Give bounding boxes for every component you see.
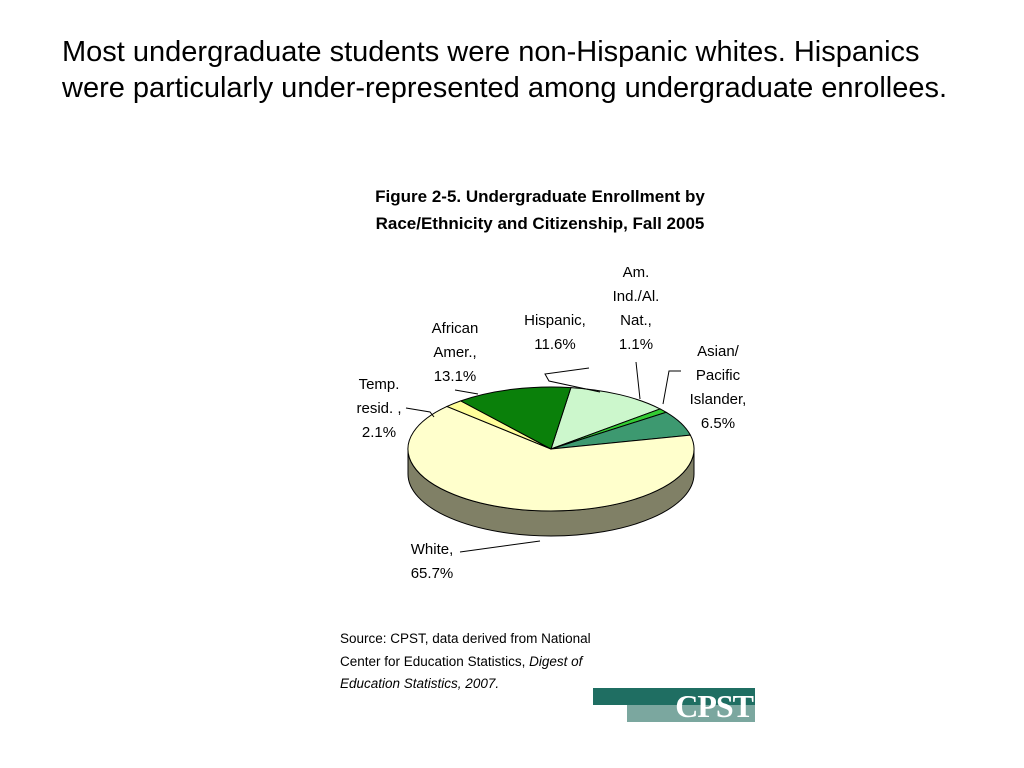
logo-text: CPST (675, 688, 754, 724)
source-text: Source: CPST, data derived from National… (340, 631, 591, 669)
cpst-logo: CPST (593, 688, 755, 723)
leader-line (662, 370, 681, 405)
leader-line (454, 389, 479, 395)
slide-headline: Most undergraduate students were non-His… (62, 36, 948, 104)
slice-label: Am. Ind./Al. Nat., 1.1% (613, 264, 660, 353)
pie-slice-african-amer- (459, 386, 572, 450)
chart-title: Figure 2-5. Undergraduate Enrollment by … (375, 187, 705, 233)
leader-line (544, 367, 601, 393)
slice-label: Temp. resid. , 2.1% (356, 376, 401, 441)
slice-label: African Amer., 13.1% (432, 320, 479, 385)
leader-line (635, 361, 641, 400)
source-publication: Digest of Education Statistics, 2007. (340, 653, 583, 692)
source-note: Source: CPST, data derived from National… (340, 628, 600, 696)
logo-bar-top (593, 688, 755, 705)
leader-line (459, 540, 541, 553)
pie-slice-hispanic (550, 387, 662, 450)
leader-line (405, 407, 435, 418)
logo-bar-bottom (627, 705, 755, 722)
slice-label: Asian/Pacific Islander, 6.5% (690, 343, 747, 432)
pie-slice-white (407, 405, 695, 512)
slice-label: Hispanic, 11.6% (524, 312, 586, 353)
slice-label: White, 65.7% (411, 541, 454, 582)
